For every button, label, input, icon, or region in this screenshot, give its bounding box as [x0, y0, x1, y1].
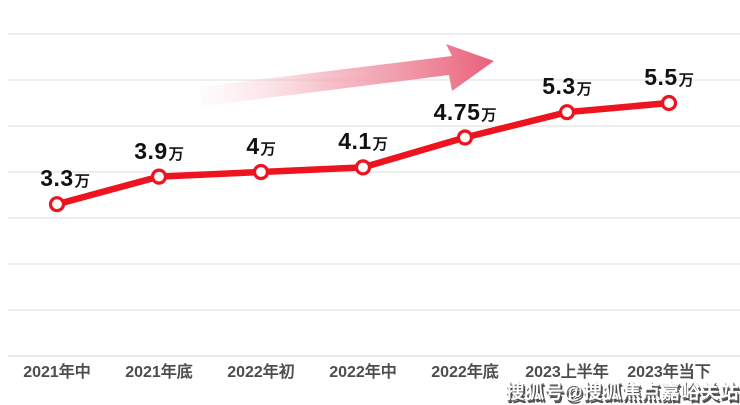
point-value-number: 3.9 [134, 137, 168, 164]
data-point-marker [354, 159, 372, 176]
point-value-label: 5.5 万 [644, 66, 694, 89]
point-value-unit: 万 [481, 106, 497, 124]
x-axis-tick-label: 2022年初 [227, 364, 295, 381]
point-value-unit: 万 [576, 81, 592, 99]
point-value-number: 3.3 [40, 165, 74, 192]
x-axis-tick-label: 2023年当下 [627, 364, 711, 381]
point-value-number: 4.75 [433, 98, 481, 125]
point-value-unit: 万 [372, 136, 388, 154]
point-value-unit: 万 [678, 72, 694, 89]
data-point-marker [456, 129, 474, 146]
gridlines [8, 33, 740, 357]
point-value-label: 5.3 万 [542, 75, 592, 98]
data-point-marker [48, 196, 66, 213]
x-axis-tick-label: 2022年底 [431, 364, 499, 381]
x-axis-tick-label: 2021年中 [23, 364, 91, 381]
data-point-markers [48, 94, 678, 213]
point-value-number: 5.5 [644, 64, 678, 90]
data-point-marker [150, 168, 168, 185]
x-axis-tick-label: 2021年底 [125, 364, 193, 381]
point-value-label: 4.75 万 [433, 98, 497, 125]
data-point-marker [558, 104, 576, 121]
point-value-number: 5.3 [542, 73, 576, 100]
trend-arrow-icon [198, 44, 494, 106]
data-point-marker [252, 163, 270, 181]
x-axis-tick-label: 2023上半年 [525, 364, 609, 381]
watermark-text: 搜狐号@搜狐焦点嘉峪关站 [505, 382, 739, 403]
point-value-number: 4 [246, 133, 260, 159]
point-value-number: 4.1 [338, 128, 372, 155]
point-value-unit: 万 [260, 141, 276, 158]
point-value-label: 4.1 万 [338, 130, 388, 153]
point-value-unit: 万 [168, 145, 184, 163]
point-value-unit: 万 [74, 173, 90, 191]
point-value-label: 3.9 万 [134, 137, 184, 164]
point-value-label: 3.3 万 [40, 167, 90, 190]
data-point-marker [660, 94, 678, 112]
x-axis-tick-label: 2022年中 [329, 364, 397, 381]
